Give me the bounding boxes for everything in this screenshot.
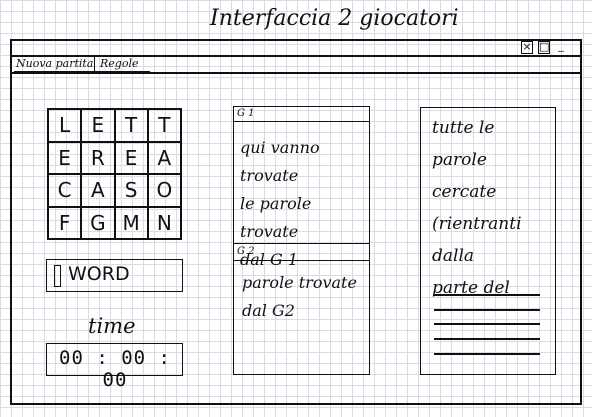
timer-display bbox=[46, 343, 183, 376]
minimize-icon[interactable]: _ bbox=[558, 39, 564, 52]
letter-cell[interactable]: E bbox=[81, 109, 115, 142]
list-item: (rientranti bbox=[432, 214, 522, 234]
menu-separator bbox=[94, 56, 95, 72]
close-icon[interactable]: × bbox=[521, 40, 533, 54]
word-placeholder-line bbox=[434, 294, 540, 296]
player1-header-divider bbox=[233, 121, 370, 122]
page-title: Interfaccia 2 giocatori bbox=[210, 6, 459, 31]
player1-label: G 1 bbox=[237, 108, 255, 119]
list-item: tutte le bbox=[432, 118, 495, 138]
letter-cell[interactable]: G bbox=[81, 206, 115, 239]
list-item: parte del bbox=[432, 278, 510, 298]
word-input-value: WORD bbox=[68, 263, 130, 285]
word-placeholder-line bbox=[434, 323, 540, 325]
list-item: dal G 1 bbox=[240, 250, 299, 269]
word-placeholder-line bbox=[434, 353, 540, 355]
menu-underline bbox=[14, 71, 150, 72]
letter-cell[interactable]: L bbox=[48, 109, 82, 142]
menu-item-new-game[interactable]: Nuova partita bbox=[16, 57, 94, 70]
titlebar-divider bbox=[10, 55, 582, 57]
list-item: dalla bbox=[432, 246, 475, 266]
letter-cell[interactable]: T bbox=[114, 109, 148, 142]
letter-cell[interactable]: F bbox=[48, 206, 82, 239]
menu-item-rules[interactable]: Regole bbox=[100, 57, 139, 70]
letter-cell[interactable]: S bbox=[114, 174, 148, 207]
all-words-description: tutte le parole cercate (rientranti dall… bbox=[432, 112, 550, 304]
timer-value: 00 : 00 : 00 bbox=[59, 347, 171, 391]
word-placeholder-line bbox=[434, 338, 540, 340]
list-item: parole trovate bbox=[242, 273, 357, 292]
list-item: le parole trovate bbox=[240, 194, 312, 241]
letter-cell[interactable]: C bbox=[48, 174, 82, 207]
player-panel-divider bbox=[233, 243, 370, 244]
letter-cell[interactable]: A bbox=[81, 174, 115, 207]
text-cursor bbox=[54, 265, 61, 287]
list-item: dal G2 bbox=[242, 301, 295, 320]
player2-label: G 2 bbox=[237, 246, 255, 257]
list-item: qui vanno trovate bbox=[240, 138, 320, 185]
letter-cell[interactable]: T bbox=[147, 109, 181, 142]
letter-cell[interactable]: A bbox=[147, 141, 181, 174]
player2-word-list: parole trovate dal G2 bbox=[242, 269, 366, 325]
all-words-panel bbox=[420, 107, 556, 375]
player-panels bbox=[233, 106, 370, 375]
word-input[interactable] bbox=[46, 259, 183, 292]
timer-label: time bbox=[88, 314, 136, 338]
letter-cell[interactable]: O bbox=[147, 174, 181, 207]
letter-grid: L E T T E R E A C A S O F G M N bbox=[47, 108, 182, 240]
letter-cell[interactable]: R bbox=[81, 141, 115, 174]
list-item: parole cercate bbox=[432, 150, 497, 202]
word-placeholder-line bbox=[434, 309, 540, 311]
menubar-divider bbox=[10, 72, 582, 74]
letter-cell[interactable]: N bbox=[147, 206, 181, 239]
player2-header-divider bbox=[233, 260, 370, 261]
letter-cell[interactable]: E bbox=[114, 141, 148, 174]
app-window bbox=[10, 39, 582, 405]
player1-word-list: qui vanno trovate le parole trovate dal … bbox=[240, 134, 366, 274]
letter-cell[interactable]: M bbox=[114, 206, 148, 239]
letter-cell[interactable]: E bbox=[48, 141, 82, 174]
maximize-icon[interactable]: □ bbox=[538, 40, 550, 54]
